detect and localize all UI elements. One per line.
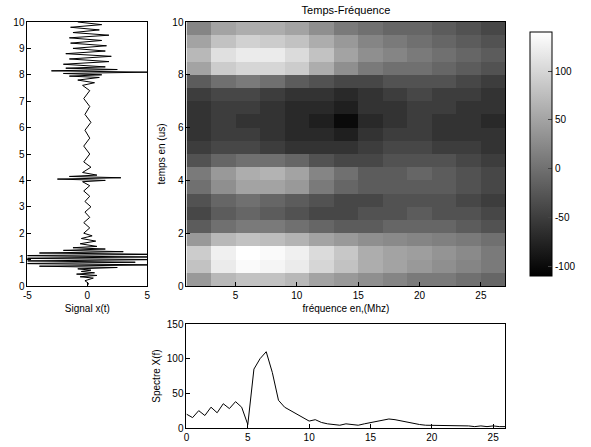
svg-text:1: 1 (19, 254, 25, 265)
svg-text:20: 20 (414, 290, 426, 301)
svg-text:Temps-Fréquence: Temps-Fréquence (302, 4, 391, 16)
svg-text:2: 2 (178, 228, 184, 239)
svg-text:6: 6 (19, 122, 25, 133)
svg-text:-5: -5 (23, 290, 32, 301)
svg-text:temps en (us): temps en (us) (156, 123, 167, 184)
svg-text:6: 6 (178, 122, 184, 133)
svg-text:7: 7 (19, 96, 25, 107)
svg-text:0: 0 (184, 432, 190, 443)
svg-text:9: 9 (19, 43, 25, 54)
svg-text:2: 2 (19, 228, 25, 239)
svg-text:fréquence en,(Mhz): fréquence en,(Mhz) (303, 303, 390, 314)
svg-text:25: 25 (488, 432, 500, 443)
svg-text:5: 5 (233, 290, 239, 301)
svg-text:10: 10 (304, 432, 316, 443)
svg-text:3: 3 (19, 201, 25, 212)
svg-text:8: 8 (19, 69, 25, 80)
svg-text:10: 10 (172, 17, 184, 28)
svg-text:0: 0 (178, 281, 184, 292)
svg-text:10: 10 (291, 290, 303, 301)
svg-text:100: 100 (167, 353, 184, 364)
svg-text:5: 5 (19, 149, 25, 160)
svg-text:20: 20 (426, 432, 438, 443)
svg-text:5: 5 (144, 290, 150, 301)
svg-text:-50: -50 (555, 212, 570, 223)
svg-text:0: 0 (555, 163, 561, 174)
svg-text:Signal x(t): Signal x(t) (65, 303, 110, 314)
svg-text:25: 25 (475, 290, 487, 301)
svg-text:-100: -100 (555, 261, 575, 272)
svg-text:15: 15 (353, 290, 365, 301)
svg-text:100: 100 (555, 66, 572, 77)
svg-text:4: 4 (19, 175, 25, 186)
svg-text:150: 150 (167, 319, 184, 330)
svg-text:10: 10 (13, 17, 25, 28)
svg-text:50: 50 (172, 388, 184, 399)
svg-text:8: 8 (178, 69, 184, 80)
svg-text:4: 4 (178, 175, 184, 186)
svg-text:50: 50 (555, 114, 567, 125)
svg-text:0: 0 (19, 281, 25, 292)
svg-text:5: 5 (245, 432, 251, 443)
svg-text:15: 15 (365, 432, 377, 443)
svg-text:0: 0 (178, 423, 184, 434)
svg-text:0: 0 (85, 290, 91, 301)
svg-text:Spectre X(f): Spectre X(f) (151, 349, 162, 402)
